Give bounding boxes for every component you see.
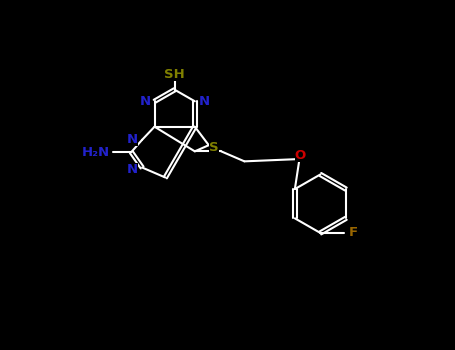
- Text: H₂N: H₂N: [81, 146, 110, 159]
- Text: N: N: [127, 162, 138, 176]
- Text: SH: SH: [164, 68, 185, 81]
- Text: O: O: [294, 149, 306, 162]
- Text: N: N: [199, 95, 210, 108]
- Text: S: S: [209, 141, 219, 154]
- Text: F: F: [349, 226, 358, 239]
- Text: N: N: [140, 95, 151, 108]
- Text: N: N: [127, 133, 138, 146]
